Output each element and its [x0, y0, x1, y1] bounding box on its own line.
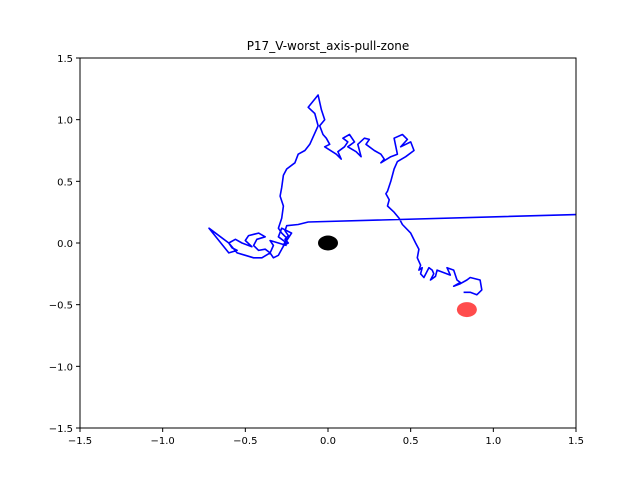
- marker-point-2: [456, 302, 477, 318]
- marker-layer: [318, 235, 477, 318]
- y-tick-label: 1.0: [57, 116, 73, 127]
- trajectory-line-1: [277, 94, 576, 296]
- marker-point-1: [318, 235, 338, 251]
- x-tick-label: 1.0: [485, 436, 501, 447]
- x-tick-label: 0.5: [403, 436, 419, 447]
- x-tick-label: −0.5: [233, 436, 257, 447]
- x-tick-label: 0.0: [320, 436, 336, 447]
- chart-title: P17_V-worst_axis-pull-zone: [247, 39, 410, 53]
- y-axis: 1.5 1.0 0.5 0.0 −0.5 −1.0 −1.5: [49, 54, 80, 435]
- x-tick-label: 1.5: [568, 436, 584, 447]
- y-tick-label: 0.0: [57, 239, 73, 250]
- series-layer: [208, 94, 576, 296]
- y-tick-label: 1.5: [57, 54, 73, 65]
- trajectory-line-2: [208, 227, 293, 259]
- y-tick-label: −0.5: [49, 301, 73, 312]
- x-axis: −1.5 −1.0 −0.5 0.0 0.5 1.0 1.5: [68, 428, 584, 447]
- x-tick-label: −1.5: [68, 436, 92, 447]
- x-tick-label: −1.0: [151, 436, 175, 447]
- y-tick-label: 0.5: [57, 177, 73, 188]
- y-tick-label: −1.0: [49, 362, 73, 373]
- y-tick-label: −1.5: [49, 424, 73, 435]
